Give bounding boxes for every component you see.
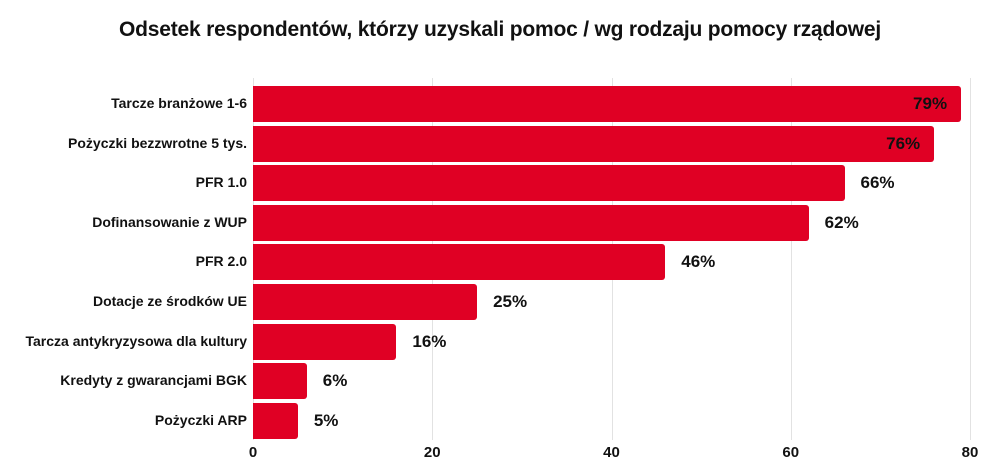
x-tick-label: 80 [961, 444, 979, 461]
category-label: Tarcza antykryzysowa dla kultury [25, 332, 248, 349]
value-label: 25% [493, 292, 528, 311]
value-label: 46% [681, 252, 716, 272]
value-label: 76% [886, 133, 921, 153]
value-label: 66% [860, 173, 895, 193]
category-label: PFR 2.0 [195, 253, 247, 270]
category-label: Dofinansowanie z WUP [92, 213, 247, 230]
bar [253, 402, 298, 439]
chart-title: Odsetek respondentów, którzy uzyskali po… [119, 18, 881, 41]
category-label: Tarcze branżowe 1-6 [111, 95, 247, 111]
value-label: 16% [412, 331, 447, 351]
gridline [970, 78, 971, 440]
x-tick-label: 40 [603, 444, 620, 461]
x-tick-label: 0 [248, 444, 258, 461]
gridline [790, 78, 792, 440]
bar [253, 244, 666, 281]
category-label: PFR 1.0 [195, 174, 247, 191]
value-label: 79% [913, 94, 948, 113]
category-label: Pożyczki ARP [154, 411, 247, 428]
x-tick-label: 20 [423, 444, 441, 461]
category-label: Pożyczki bezzwrotne 5 tys. [68, 134, 247, 151]
value-label: 62% [824, 212, 859, 232]
bar [253, 323, 397, 360]
bar [253, 204, 809, 241]
bar [253, 284, 478, 320]
category-label: Kredyty z gwarancjami BGK [60, 372, 247, 389]
bar [253, 363, 307, 400]
value-label: 6% [322, 371, 348, 391]
bar [253, 125, 935, 162]
category-label: Dotacje ze środków UE [92, 293, 247, 309]
x-tick-label: 60 [782, 444, 800, 461]
bar [253, 165, 845, 202]
value-label: 5% [313, 410, 339, 430]
bar [253, 86, 962, 122]
